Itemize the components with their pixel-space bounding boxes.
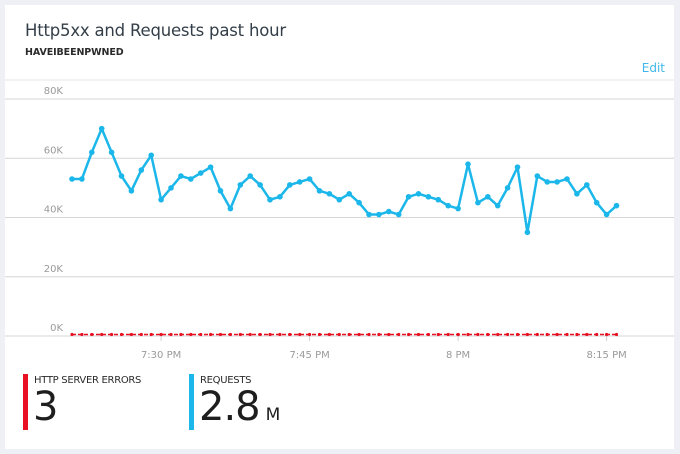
errors-series: [70, 332, 619, 337]
y-tick-label: 80K: [44, 86, 64, 97]
edit-link[interactable]: Edit: [641, 61, 665, 75]
x-tick-label: 7:30 PM: [141, 350, 181, 361]
x-tick-label: 7:45 PM: [289, 350, 329, 361]
x-axis: 7:30 PM 7:45 PM 8 PM 8:15 PM: [141, 336, 627, 361]
y-tick-label: 0K: [50, 323, 63, 334]
y-tick-label: 60K: [44, 145, 64, 156]
chart-card: Http5xx and Requests past hour HAVEIBEEN…: [5, 5, 674, 449]
requests-color-bar: [189, 374, 194, 430]
chart-subtitle: HAVEIBEENPWNED: [25, 47, 124, 58]
metric-label: REQUESTS: [200, 375, 252, 386]
chart-title: Http5xx and Requests past hour: [25, 21, 286, 40]
line-chart: 0K 20K 40K 60K 80K 7:30 PM 7:45 PM 8 PM 8:15 PM: [5, 79, 674, 361]
x-tick-label: 8 PM: [446, 350, 470, 361]
requests-series: [69, 125, 620, 236]
y-tick-label: 20K: [44, 264, 64, 275]
chart-grid: 0K 20K 40K 60K 80K: [5, 79, 674, 337]
chart-series: [69, 125, 620, 337]
y-tick-label: 40K: [44, 205, 64, 216]
errors-color-bar: [23, 374, 28, 430]
metric-label: HTTP SERVER ERRORS: [34, 375, 142, 386]
metric-value: 2.8 M: [199, 384, 281, 430]
x-tick-label: 8:15 PM: [586, 350, 626, 361]
metric-value: 3: [33, 384, 58, 430]
